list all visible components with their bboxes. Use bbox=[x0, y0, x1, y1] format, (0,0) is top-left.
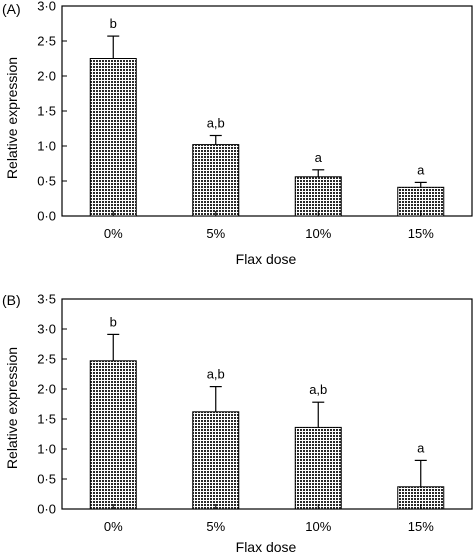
bar-10% bbox=[294, 176, 342, 217]
y-tick-label: 0·0 bbox=[37, 209, 56, 224]
y-axis-label: Relative expression bbox=[4, 57, 20, 179]
bar-10% bbox=[294, 426, 342, 510]
y-tick-label: 1·5 bbox=[37, 412, 56, 427]
x-tick-label: 0% bbox=[104, 226, 123, 241]
bar-5% bbox=[192, 411, 240, 510]
significance-label: a,b bbox=[309, 382, 327, 397]
y-axis-label: Relative expression bbox=[4, 347, 20, 469]
y-tick-label: 1·0 bbox=[37, 442, 56, 457]
x-tick-label: 10% bbox=[305, 226, 331, 241]
x-axis-label: Flax dose bbox=[236, 251, 297, 267]
x-axis-label: Flax dose bbox=[236, 539, 297, 555]
y-tick-label: 2·0 bbox=[37, 69, 56, 84]
y-tick-label: 2·5 bbox=[37, 352, 56, 367]
x-tick-label: 15% bbox=[408, 519, 434, 534]
significance-label: b bbox=[110, 314, 117, 329]
panel-b: (B) Relative expression Flax dose 0·0 0·5… bbox=[2, 292, 473, 555]
y-tick-label: 3·0 bbox=[37, 0, 56, 14]
significance-label: a bbox=[417, 162, 425, 177]
bar-0% bbox=[89, 58, 137, 217]
y-tick-label: 1·5 bbox=[37, 104, 56, 119]
bar-0% bbox=[89, 360, 137, 510]
significance-label: a bbox=[417, 440, 425, 455]
x-tick-label: 10% bbox=[305, 519, 331, 534]
x-tick-label: 5% bbox=[206, 226, 225, 241]
panel-a: (A) Relative expression Flax dose 0·0 0·5… bbox=[2, 0, 473, 267]
y-tick-label: 1·0 bbox=[37, 139, 56, 154]
significance-label: a,b bbox=[207, 116, 225, 131]
panel-label: (B) bbox=[2, 292, 21, 308]
significance-label: a bbox=[315, 150, 323, 165]
plot-frame bbox=[61, 298, 473, 510]
y-tick-label: 2·5 bbox=[37, 34, 56, 49]
x-tick-label: 0% bbox=[104, 519, 123, 534]
y-tick-label: 0·5 bbox=[37, 472, 56, 487]
y-tick-label: 2·0 bbox=[37, 382, 56, 397]
significance-label: a,b bbox=[207, 367, 225, 382]
y-tick-label: 3·5 bbox=[37, 292, 56, 307]
significance-label: b bbox=[110, 16, 117, 31]
y-tick-label: 0·5 bbox=[37, 174, 56, 189]
y-tick-label: 3·0 bbox=[37, 322, 56, 337]
bar-5% bbox=[192, 144, 240, 217]
x-tick-label: 5% bbox=[206, 519, 225, 534]
x-tick-label: 15% bbox=[408, 226, 434, 241]
y-tick-label: 0·0 bbox=[37, 502, 56, 517]
panel-label: (A) bbox=[2, 1, 21, 17]
